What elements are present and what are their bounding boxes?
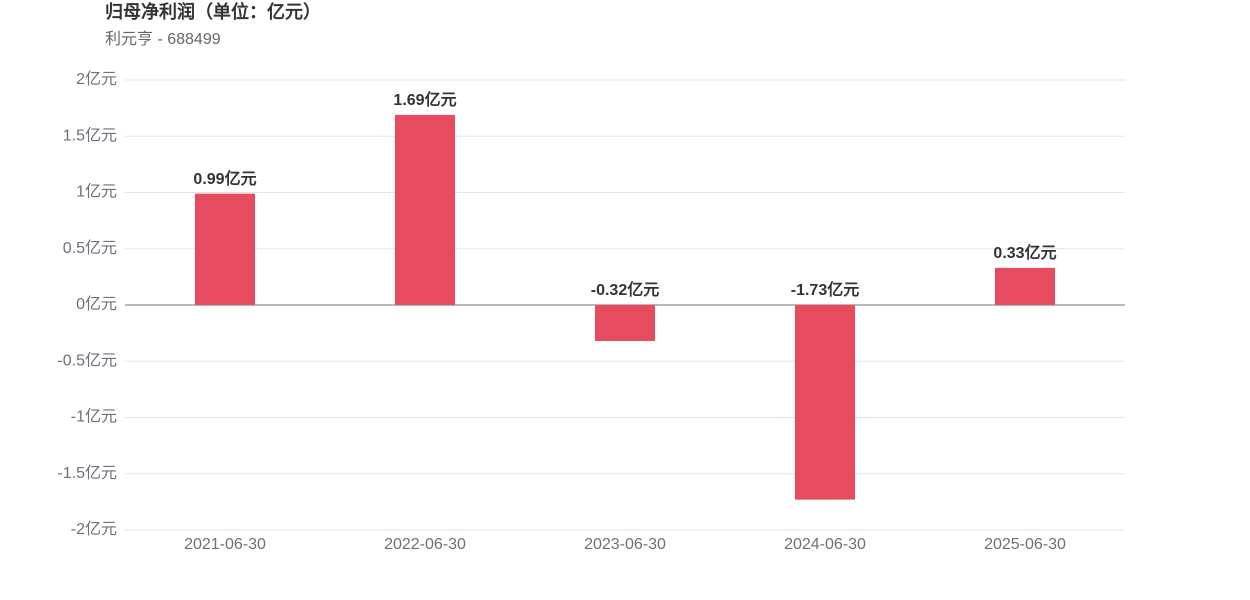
- y-tick-label: 2亿元: [76, 70, 117, 88]
- y-tick-label: -2亿元: [71, 520, 117, 538]
- y-tick-label: 0.5亿元: [63, 239, 117, 257]
- data-label: 0.99亿元: [193, 169, 256, 188]
- bar: [195, 193, 255, 305]
- y-tick-label: 1亿元: [76, 183, 117, 201]
- x-tick-label: 2021-06-30: [184, 536, 266, 553]
- y-tick-label: -1.5亿元: [57, 464, 117, 482]
- x-tick-label: 2023-06-30: [584, 536, 666, 553]
- data-label: -1.73亿元: [791, 280, 859, 299]
- chart-subtitle: 利元亨 - 688499: [105, 30, 221, 48]
- bar: [795, 305, 855, 500]
- x-tick-label: 2025-06-30: [984, 536, 1066, 553]
- data-label: 1.69亿元: [393, 90, 456, 109]
- x-tick-label: 2022-06-30: [384, 536, 466, 553]
- bar: [395, 114, 455, 305]
- y-tick-label: 0亿元: [76, 295, 117, 313]
- bar: [595, 305, 655, 341]
- y-tick-label: 1.5亿元: [63, 126, 117, 144]
- x-tick-label: 2024-06-30: [784, 536, 866, 553]
- data-label: -0.32亿元: [591, 280, 659, 299]
- chart-title: 归母净利润（单位：亿元）: [105, 1, 321, 22]
- y-tick-label: -1亿元: [71, 408, 117, 426]
- y-tick-label: -0.5亿元: [57, 351, 117, 369]
- data-label: 0.33亿元: [993, 243, 1056, 262]
- bar: [995, 267, 1055, 305]
